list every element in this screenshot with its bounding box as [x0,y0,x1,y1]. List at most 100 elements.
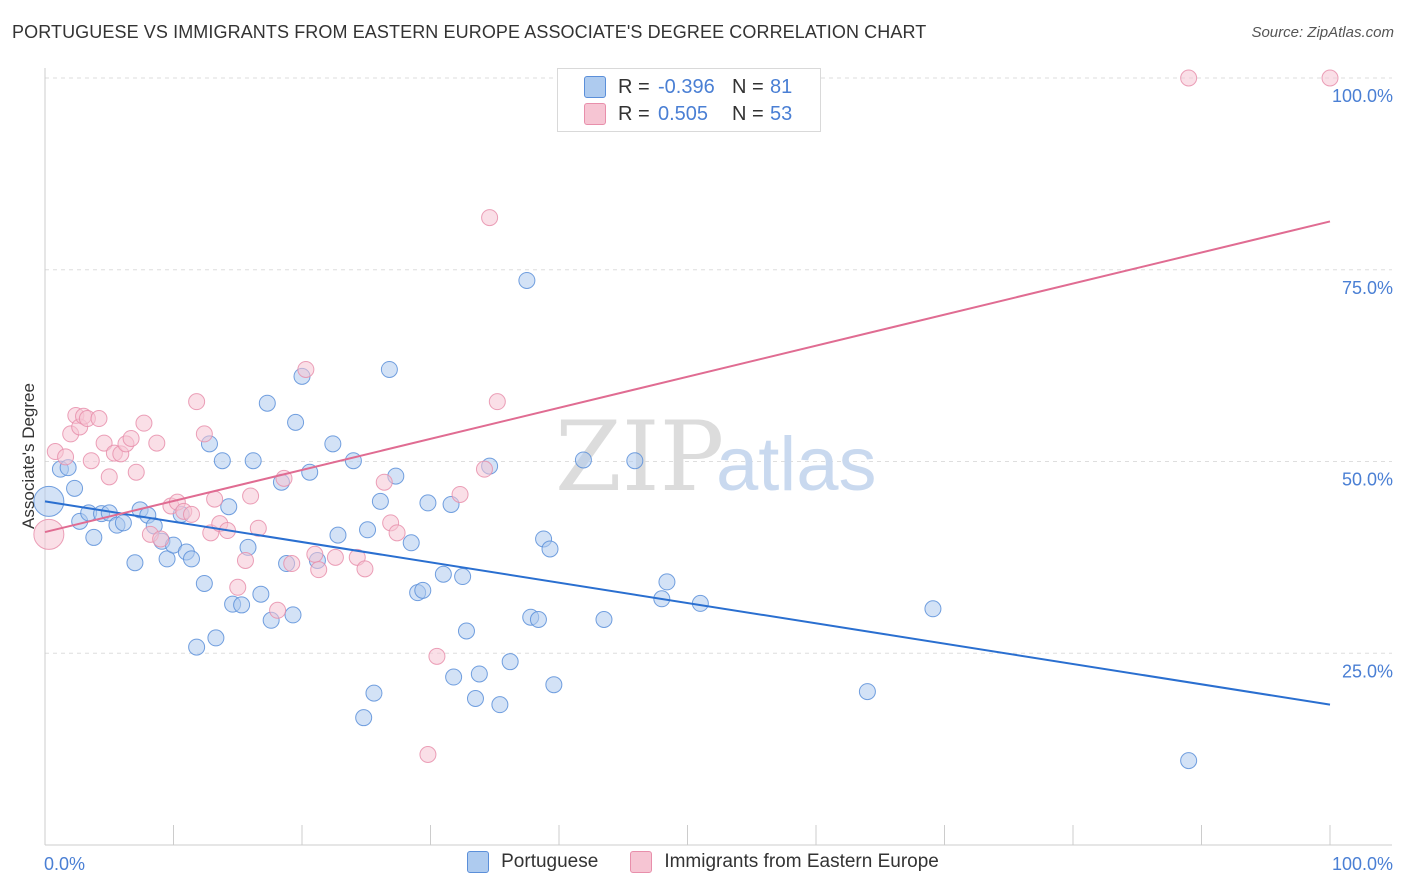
eastern-europe-point [326,548,344,566]
eastern-europe-point [356,560,374,578]
stats-legend-row-eastern-europe: R = 0.505 N = 53 [584,101,792,127]
eastern-europe-point [388,524,406,542]
portuguese-point [574,451,592,469]
eastern-europe-point [135,414,153,432]
portuguese-point [491,696,509,714]
eastern-europe-point [195,425,213,443]
portuguese-point [626,452,644,470]
legend-swatch-blue [467,851,490,873]
watermark: ZIP atlas [555,401,877,513]
eastern-europe-point [33,518,65,550]
axes-layer [44,68,1392,846]
eastern-europe-point [100,468,118,486]
portuguese-point [454,568,472,586]
portuguese-point [541,540,559,558]
eastern-europe-point [57,448,75,466]
n-value: 81 [770,75,793,98]
eastern-europe-point [488,393,506,411]
portuguese-point [359,521,377,539]
eastern-europe-point [127,463,145,481]
portuguese-point [434,565,452,583]
points-layer [33,69,1339,770]
eastern-europe-point [122,429,140,447]
portuguese-point [244,452,262,470]
r-label: R = [618,102,650,125]
portuguese-point [380,360,398,378]
eastern-europe-point [229,578,247,596]
legend-item-portuguese[interactable]: Portuguese [467,851,598,873]
eastern-europe-point [82,452,100,470]
eastern-europe-point [428,647,446,665]
legend-label-eastern-europe: Immigrants from Eastern Europe [664,851,939,872]
eastern-europe-point [297,360,315,378]
portuguese-point [284,606,302,624]
eastern-europe-point [419,745,437,763]
trend-layer [44,220,1331,706]
portuguese-point [419,494,437,512]
n-value: 53 [770,102,793,125]
portuguese-point [233,596,251,614]
eastern-europe-point [90,410,108,428]
r-label: R = [618,75,650,98]
portuguese-point [126,554,144,572]
portuguese-point [158,550,176,568]
portuguese-point [371,492,389,510]
eastern-europe-point [1321,69,1339,87]
portuguese-point [414,581,432,599]
portuguese-point [195,574,213,592]
labels-layer: 25.0% 50.0% 75.0% 100.0% 0.0% 100.0% Associate… [19,86,1393,874]
y-tick-label: 25.0% [1342,661,1393,681]
portuguese-point [445,668,463,686]
x-tick-label: 100.0% [1332,854,1393,874]
portuguese-point [858,683,876,701]
portuguese-point [501,653,519,671]
eastern-europe-trendline [44,220,1331,534]
grid-layer [45,77,1392,654]
portuguese-point [545,676,563,694]
eastern-europe-point [481,209,499,227]
eastern-europe-point [188,393,206,411]
legend-swatch-pink [630,851,653,873]
portuguese-point [924,600,942,618]
portuguese-point [252,585,270,603]
eastern-europe-point [148,434,166,452]
eastern-europe-point [206,490,224,508]
portuguese-point [329,526,347,544]
eastern-europe-point [95,434,113,452]
y-tick-label: 100.0% [1332,86,1393,106]
chart-title: PORTUGUESE VS IMMIGRANTS FROM EASTERN EU… [12,22,927,42]
portuguese-point [188,638,206,656]
n-label: N = [732,102,764,125]
portuguese-point [220,498,238,516]
portuguese-trendline [44,500,1331,706]
portuguese-point [324,435,342,453]
portuguese-point [529,611,547,629]
portuguese-point [258,394,276,412]
eastern-europe-point [269,601,287,619]
eastern-europe-point [182,505,200,523]
portuguese-point [518,271,536,289]
portuguese-point [355,709,373,727]
watermark-atlas: atlas [716,422,877,507]
legend-swatch-pink [584,103,606,125]
portuguese-point [470,665,488,683]
portuguese-point [595,611,613,629]
legend-item-eastern-europe[interactable]: Immigrants from Eastern Europe [630,851,939,873]
eastern-europe-point [236,551,254,569]
portuguese-point [85,528,103,546]
portuguese-point [66,479,84,497]
portuguese-point [466,690,484,708]
eastern-europe-point [451,485,469,503]
source-label: Source: ZipAtlas.com [1251,24,1394,41]
portuguese-point [213,452,231,470]
portuguese-point [207,629,225,647]
x-tick-label: 0.0% [44,854,85,874]
portuguese-point [1180,752,1198,770]
eastern-europe-point [249,519,267,537]
eastern-europe-point [475,460,493,478]
eastern-europe-point [283,555,301,573]
eastern-europe-point [152,530,170,548]
y-tick-label: 75.0% [1342,278,1393,298]
eastern-europe-point [310,561,328,579]
